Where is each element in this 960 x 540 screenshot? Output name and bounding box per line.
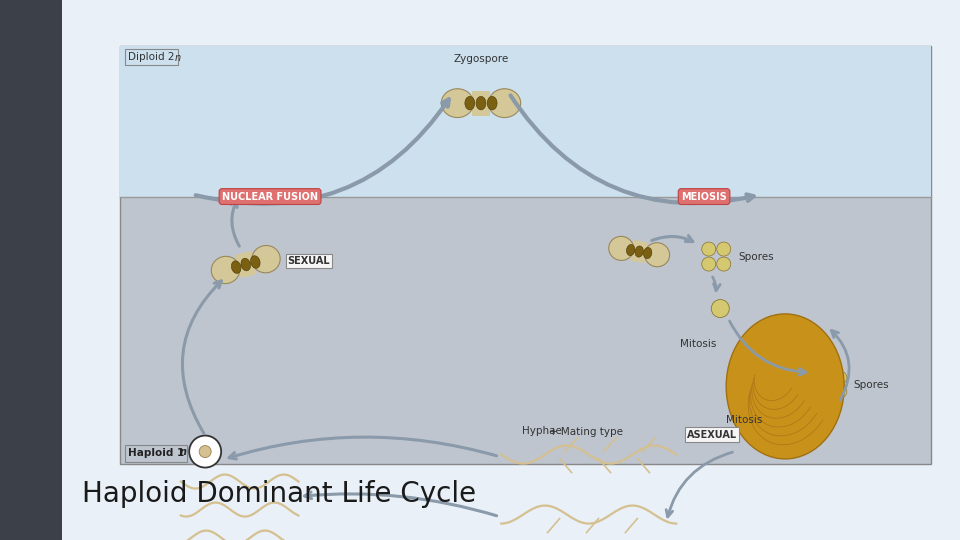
Text: NUCLEAR FUSION: NUCLEAR FUSION	[222, 192, 318, 201]
Ellipse shape	[252, 246, 280, 273]
Circle shape	[821, 372, 833, 383]
Ellipse shape	[241, 258, 251, 271]
Ellipse shape	[609, 237, 634, 260]
Circle shape	[199, 446, 211, 457]
Text: SEXUAL: SEXUAL	[288, 255, 330, 266]
Ellipse shape	[211, 256, 240, 284]
Ellipse shape	[251, 256, 260, 268]
Bar	[120, 46, 931, 197]
Circle shape	[717, 242, 731, 256]
Bar	[471, 91, 491, 116]
Text: Spores: Spores	[853, 380, 890, 389]
Circle shape	[702, 257, 716, 271]
Ellipse shape	[645, 242, 669, 267]
Ellipse shape	[476, 97, 486, 110]
Ellipse shape	[442, 89, 473, 118]
Text: ASEXUAL: ASEXUAL	[687, 429, 737, 440]
Circle shape	[835, 372, 847, 383]
Text: MEIOSIS: MEIOSIS	[682, 192, 727, 201]
Text: n: n	[175, 53, 181, 63]
Ellipse shape	[489, 89, 520, 118]
Circle shape	[821, 386, 833, 397]
Text: Haploid Dominant Life Cycle: Haploid Dominant Life Cycle	[82, 480, 476, 508]
Text: Spores: Spores	[738, 252, 774, 261]
Circle shape	[717, 257, 731, 271]
Circle shape	[711, 300, 730, 318]
Ellipse shape	[726, 314, 844, 459]
Text: Hyphae: Hyphae	[522, 427, 562, 436]
Ellipse shape	[635, 246, 643, 257]
Text: + Mating type: + Mating type	[549, 427, 623, 436]
Text: Zygospore: Zygospore	[453, 54, 509, 64]
Text: Mitosis: Mitosis	[680, 339, 716, 348]
Text: Diploid 2: Diploid 2	[128, 52, 175, 62]
Ellipse shape	[643, 247, 652, 259]
Ellipse shape	[627, 245, 635, 255]
Circle shape	[702, 242, 716, 256]
Ellipse shape	[487, 97, 497, 110]
Bar	[0, 0, 62, 540]
Ellipse shape	[231, 261, 241, 273]
Ellipse shape	[465, 97, 475, 110]
Circle shape	[835, 386, 847, 397]
Bar	[234, 251, 256, 278]
Circle shape	[189, 436, 221, 468]
Text: Mitosis: Mitosis	[727, 415, 763, 424]
Text: n: n	[180, 448, 187, 457]
Bar	[631, 240, 648, 263]
Bar	[120, 46, 931, 464]
Text: Haploid 1: Haploid 1	[128, 448, 184, 458]
